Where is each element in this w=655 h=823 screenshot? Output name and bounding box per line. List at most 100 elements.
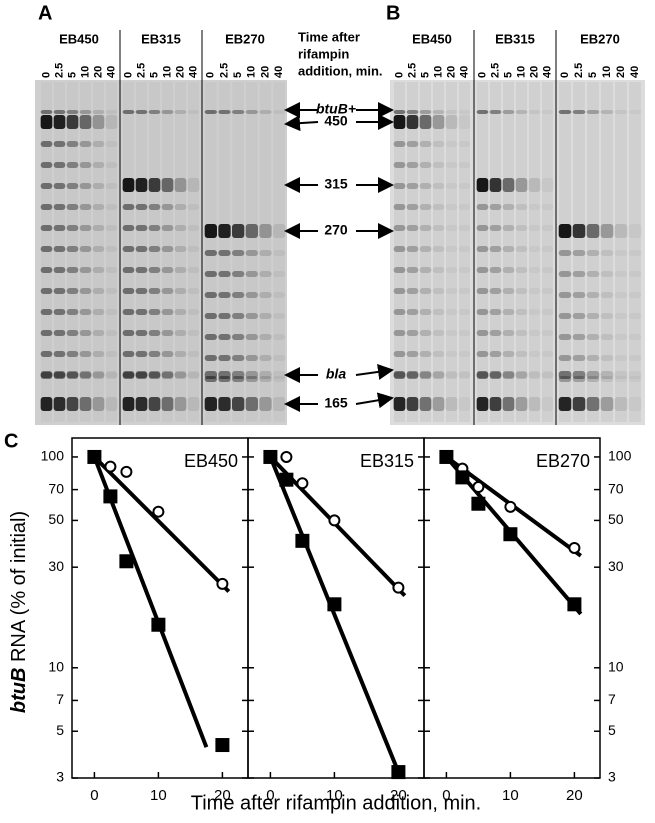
band <box>393 371 406 379</box>
lane-time: 20 <box>445 66 457 78</box>
band <box>135 110 148 114</box>
band-label: bla <box>326 366 346 382</box>
x-tick-label: 20 <box>214 787 231 804</box>
plot-frame <box>423 437 601 779</box>
band <box>432 115 445 129</box>
band <box>40 267 53 273</box>
band <box>245 334 258 340</box>
band <box>53 115 66 129</box>
band <box>92 372 105 378</box>
band <box>66 110 79 114</box>
band <box>476 351 489 357</box>
band <box>476 204 489 210</box>
band <box>187 178 200 192</box>
band <box>572 371 586 379</box>
band <box>187 110 200 114</box>
band <box>393 246 406 252</box>
band <box>502 246 515 252</box>
band <box>558 292 572 298</box>
band <box>273 110 286 114</box>
band <box>432 183 445 189</box>
band <box>66 225 79 231</box>
circle-point <box>152 505 165 518</box>
band <box>122 178 135 192</box>
band <box>515 351 528 357</box>
band <box>586 292 600 298</box>
lane <box>490 82 501 422</box>
band <box>174 397 187 411</box>
lane-time: 10 <box>246 66 258 78</box>
band <box>586 397 600 411</box>
band <box>528 288 541 294</box>
band <box>419 204 432 210</box>
arrow <box>355 364 394 380</box>
band <box>458 288 471 294</box>
band <box>406 246 419 252</box>
band <box>187 204 200 210</box>
band <box>148 372 161 378</box>
band <box>528 372 541 378</box>
y-tick-label: 5 <box>608 722 616 738</box>
band <box>40 330 53 336</box>
lane-time: 2.5 <box>53 63 65 78</box>
band <box>53 141 66 147</box>
band <box>406 267 419 273</box>
band <box>489 351 502 357</box>
band <box>40 371 53 379</box>
band <box>489 267 502 273</box>
band <box>232 334 245 340</box>
band <box>79 372 92 378</box>
square-point <box>215 738 230 753</box>
band <box>122 246 135 252</box>
band <box>135 178 148 192</box>
band <box>489 178 502 192</box>
y-tick-label: 70 <box>608 480 624 496</box>
lane-time: 10 <box>79 66 91 78</box>
band <box>393 267 406 273</box>
band <box>92 225 105 231</box>
band <box>232 313 245 319</box>
band <box>66 162 79 168</box>
band <box>432 309 445 315</box>
band <box>79 225 92 231</box>
band <box>66 141 79 147</box>
y-tick-label: 7 <box>608 691 616 707</box>
band <box>614 334 628 340</box>
band <box>458 371 471 379</box>
lane <box>559 82 571 422</box>
band <box>92 246 105 252</box>
band <box>187 351 200 357</box>
band <box>600 224 614 238</box>
band <box>458 141 471 147</box>
band <box>53 351 66 357</box>
band <box>53 225 66 231</box>
band <box>445 288 458 294</box>
band <box>105 351 118 357</box>
band <box>432 141 445 147</box>
band <box>528 351 541 357</box>
band <box>432 372 445 378</box>
band <box>92 267 105 273</box>
band <box>245 355 258 361</box>
band <box>419 309 432 315</box>
band <box>122 330 135 336</box>
gel-b <box>390 80 645 425</box>
lane-time: 40 <box>187 66 199 78</box>
square-point <box>279 472 294 487</box>
lane-time: 10 <box>432 66 444 78</box>
band <box>541 330 554 336</box>
band <box>541 110 554 114</box>
band <box>628 292 642 298</box>
band <box>245 292 258 298</box>
band <box>245 271 258 277</box>
band <box>572 271 586 277</box>
time-header: Time after <box>298 29 360 44</box>
y-tick-label: 30 <box>48 558 64 574</box>
band <box>445 351 458 357</box>
square-point <box>263 449 278 464</box>
band <box>53 397 66 411</box>
band <box>406 115 419 129</box>
strain-label: EB315 <box>495 31 535 46</box>
band <box>148 397 161 411</box>
